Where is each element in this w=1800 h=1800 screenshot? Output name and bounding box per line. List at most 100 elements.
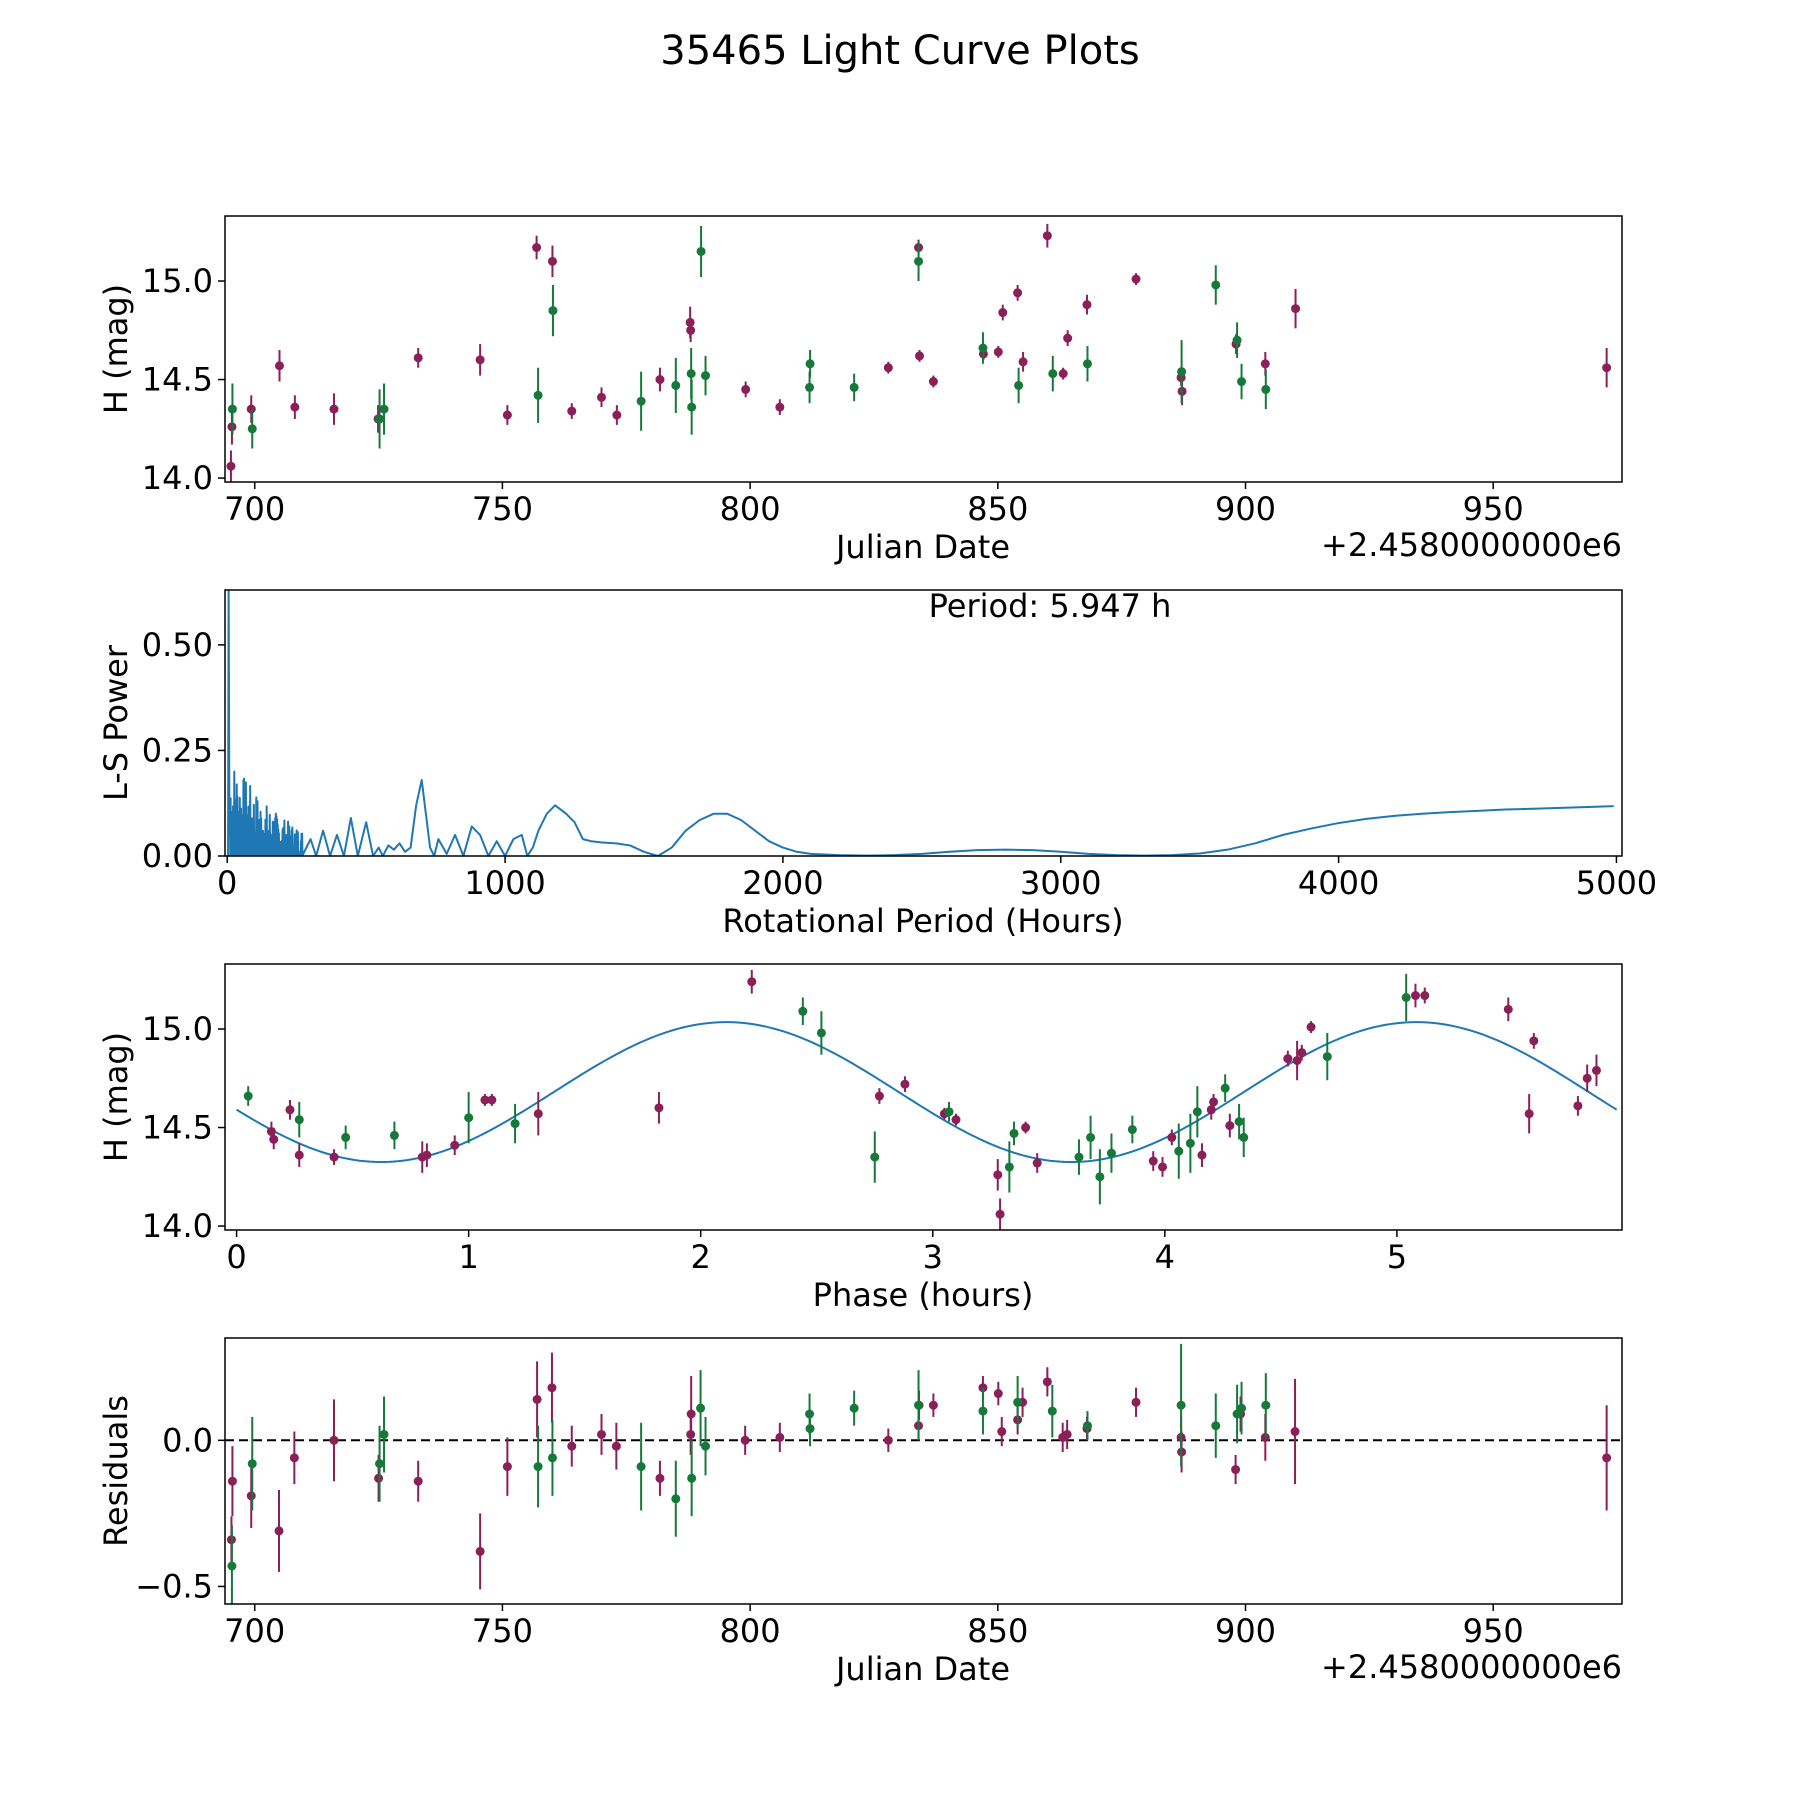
data-point xyxy=(227,404,237,414)
data-point xyxy=(1225,1121,1235,1131)
data-point xyxy=(1524,1109,1534,1119)
x-tick-label: 0 xyxy=(226,1238,246,1276)
data-point xyxy=(475,1546,485,1556)
y-tick-label: 14.5 xyxy=(142,361,213,399)
data-point xyxy=(1185,1138,1195,1148)
data-point xyxy=(341,1132,351,1142)
data-point xyxy=(269,1134,279,1144)
data-point xyxy=(533,1462,543,1472)
panel-phase-folded: 0 1 2 3 4 5 14.0 14.5 15.0 Phase (hours) H (mag) xyxy=(97,963,1623,1314)
data-point xyxy=(226,461,236,471)
data-point xyxy=(951,1115,961,1125)
data-point xyxy=(1290,1427,1300,1437)
data-point xyxy=(422,1150,432,1160)
residuals-xlabel: Julian Date xyxy=(834,1650,1010,1688)
residuals-ticks: 700 750 800 850 900 950 −0.5 0.0 xyxy=(135,1421,1523,1650)
x-tick-label: 4 xyxy=(1155,1238,1175,1276)
data-point xyxy=(450,1140,460,1150)
data-point xyxy=(900,1079,910,1089)
data-point xyxy=(464,1113,474,1123)
plot-area xyxy=(227,590,1614,856)
data-point xyxy=(1058,369,1068,379)
data-point xyxy=(696,1403,706,1413)
data-point xyxy=(1131,274,1141,284)
data-point xyxy=(671,1494,681,1504)
residuals-ylabel: Residuals xyxy=(97,1395,135,1547)
data-point xyxy=(533,1109,543,1119)
data-point xyxy=(883,363,893,373)
data-point xyxy=(533,390,543,400)
data-point xyxy=(636,396,646,406)
data-point xyxy=(654,1103,664,1113)
data-point xyxy=(870,1152,880,1162)
data-point xyxy=(389,1130,399,1140)
data-point xyxy=(805,359,815,369)
data-point xyxy=(1106,1148,1116,1158)
data-point xyxy=(1283,1054,1293,1064)
data-point xyxy=(687,1473,697,1483)
data-point xyxy=(375,1459,385,1469)
data-point xyxy=(1602,363,1612,373)
data-point xyxy=(1322,1052,1332,1062)
x-tick-label: 2000 xyxy=(742,864,823,902)
y-tick-label: 0.25 xyxy=(142,731,213,769)
panel-residuals: 700 750 800 850 900 950 −0.5 0.0 Julian Date Re… xyxy=(97,1337,1623,1688)
data-point xyxy=(290,402,300,412)
data-point xyxy=(1004,1162,1014,1172)
light-curve-offset-text: +2.4580000000e6 xyxy=(1321,526,1622,564)
data-point xyxy=(687,402,697,412)
x-tick-label: 3000 xyxy=(1020,864,1101,902)
data-point xyxy=(243,1091,253,1101)
data-point xyxy=(294,1150,304,1160)
data-point xyxy=(1018,357,1028,367)
data-point xyxy=(805,382,815,392)
y-tick-label: 15.0 xyxy=(142,1010,213,1048)
data-point xyxy=(289,1453,299,1463)
data-point xyxy=(294,1115,304,1125)
data-point xyxy=(548,306,558,316)
data-point xyxy=(1032,1158,1042,1168)
data-point xyxy=(1127,1125,1137,1135)
data-point xyxy=(1014,380,1024,390)
y-tick-label: 14.0 xyxy=(142,459,213,497)
data-point xyxy=(1220,1083,1230,1093)
data-point xyxy=(1261,1400,1271,1410)
y-tick-label: 0.00 xyxy=(142,837,213,875)
x-tick-label: 5 xyxy=(1387,1238,1407,1276)
data-point xyxy=(1176,1400,1186,1410)
data-point xyxy=(686,1409,696,1419)
y-tick-label: 14.0 xyxy=(142,1207,213,1245)
periodogram-xlabel: Rotational Period (Hours) xyxy=(722,902,1123,940)
periodogram-marks xyxy=(227,590,1614,856)
x-tick-label: 900 xyxy=(1215,490,1276,528)
x-tick-label: 850 xyxy=(967,1612,1028,1650)
data-point xyxy=(1291,304,1301,314)
data-point xyxy=(1062,1429,1072,1439)
phase-folded-ylabel: H (mag) xyxy=(97,1032,135,1162)
x-tick-label: 900 xyxy=(1215,1612,1276,1650)
data-point xyxy=(329,1435,339,1445)
data-point xyxy=(1529,1036,1539,1046)
data-point xyxy=(227,1561,237,1571)
data-point xyxy=(1401,992,1411,1002)
data-point xyxy=(413,353,423,363)
residuals-offset-text: +2.4580000000e6 xyxy=(1321,1648,1622,1686)
data-point xyxy=(1013,288,1023,298)
y-tick-label: 0.0 xyxy=(162,1421,213,1459)
x-tick-label: 3 xyxy=(923,1238,943,1276)
data-point xyxy=(993,1389,1003,1399)
data-point xyxy=(1602,1453,1612,1463)
data-point xyxy=(1420,991,1430,1001)
data-point xyxy=(510,1119,520,1129)
data-point xyxy=(944,1107,954,1117)
data-point xyxy=(1239,1132,1249,1142)
data-point xyxy=(978,343,988,353)
data-point xyxy=(686,325,696,335)
x-tick-label: 1 xyxy=(458,1238,478,1276)
ls-power-line xyxy=(227,590,1614,856)
data-point xyxy=(1177,367,1187,377)
data-point xyxy=(995,1209,1005,1219)
periodogram-ylabel: L-S Power xyxy=(97,644,135,801)
data-point xyxy=(1021,1123,1031,1133)
data-point xyxy=(741,384,751,394)
